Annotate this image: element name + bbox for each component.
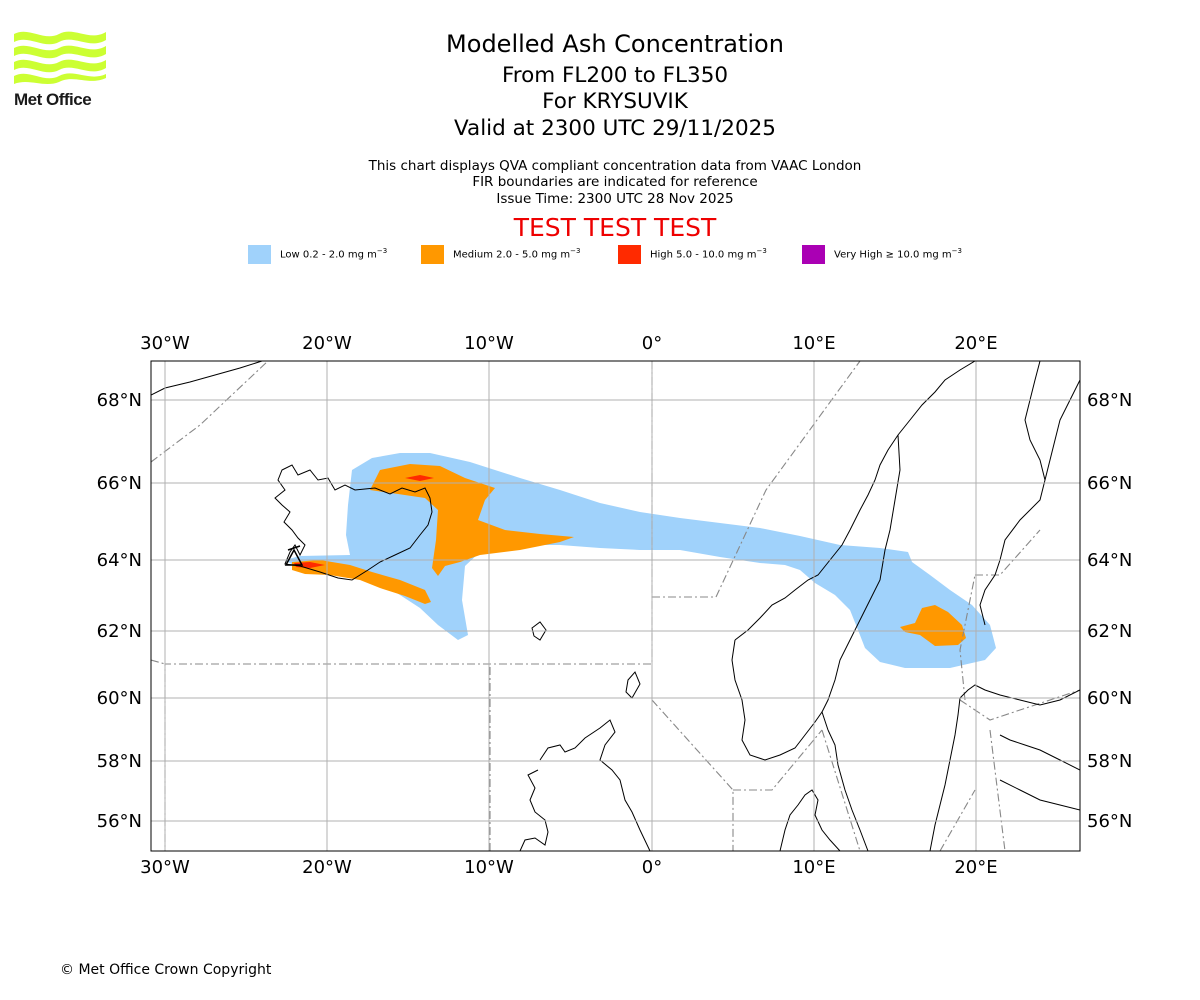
shetland-coast — [625, 671, 641, 699]
legend-swatch-medium — [421, 244, 444, 264]
ash-medium-area-sweden — [900, 605, 966, 646]
lon-labels-top: 30°W 20°W 10°W 0° 10°E 20°E — [140, 333, 997, 354]
lon-label-bottom: 30°W — [140, 857, 190, 878]
legend-exp-high: −3 — [756, 247, 767, 256]
lat-label-right: 66°N — [1087, 473, 1132, 494]
lon-label-top: 20°W — [302, 333, 352, 354]
legend: Low 0.2 - 2.0 mg m−3 Medium 2.0 - 5.0 mg… — [0, 244, 1200, 264]
scotland-coast — [519, 719, 651, 851]
graticule — [151, 361, 1080, 851]
lat-label-left: 66°N — [97, 473, 142, 494]
logo-text: Met Office — [14, 90, 92, 109]
valid-time: Valid at 2300 UTC 29/11/2025 — [453, 116, 776, 141]
legend-exp-medium: −3 — [570, 247, 581, 256]
lat-labels-right: 68°N 66°N 64°N 62°N 60°N 58°N 56°N — [1087, 390, 1132, 832]
volcano-name: For KRYSUVIK — [542, 89, 688, 114]
sweden-finland-border — [1024, 361, 1046, 481]
copyright: © Met Office Crown Copyright — [60, 962, 272, 978]
legend-item-low: Low 0.2 - 2.0 mg m−3 — [248, 244, 387, 264]
fir-note: FIR boundaries are indicated for referen… — [472, 174, 758, 190]
legend-swatch-high — [618, 244, 641, 264]
coastlines — [151, 361, 1080, 851]
lon-label-bottom: 20°E — [954, 857, 997, 878]
denmark-coast — [779, 789, 841, 851]
issue-time: Issue Time: 2300 UTC 28 Nov 2025 — [496, 191, 734, 207]
norway-sweden-border — [821, 434, 901, 713]
legend-item-medium: Medium 2.0 - 5.0 mg m−3 — [421, 244, 580, 264]
lon-label-top: 0° — [642, 333, 662, 354]
lon-label-top: 10°E — [792, 333, 835, 354]
lat-label-right: 60°N — [1087, 688, 1132, 709]
legend-label-low: Low 0.2 - 2.0 mg m — [280, 249, 377, 261]
faroe-coast — [531, 621, 547, 641]
baltic-coast — [999, 734, 1080, 811]
legend-item-very-high: Very High ≥ 10.0 mg m−3 — [802, 244, 962, 264]
legend-label-medium: Medium 2.0 - 5.0 mg m — [453, 249, 571, 261]
lat-label-left: 68°N — [97, 390, 142, 411]
met-office-wave-icon — [14, 31, 106, 84]
lon-label-bottom: 10°E — [792, 857, 835, 878]
lon-label-bottom: 0° — [642, 857, 662, 878]
chart-title: Modelled Ash Concentration — [446, 30, 784, 58]
lon-label-bottom: 10°W — [464, 857, 514, 878]
ash-medium-area-iceland — [370, 464, 574, 576]
lat-label-left: 58°N — [97, 751, 142, 772]
flight-levels: From FL200 to FL350 — [501, 63, 729, 88]
lat-label-right: 56°N — [1087, 811, 1132, 832]
test-banner: TEST TEST TEST — [513, 213, 717, 242]
lat-label-right: 64°N — [1087, 550, 1132, 571]
lon-label-top: 30°W — [140, 333, 190, 354]
legend-exp-very-high: −3 — [951, 247, 962, 256]
lon-label-bottom: 20°W — [302, 857, 352, 878]
map-frame — [150, 360, 1081, 852]
lat-label-left: 56°N — [97, 811, 142, 832]
lon-label-top: 10°W — [464, 333, 514, 354]
greenland-coast — [151, 361, 263, 396]
legend-swatch-very-high — [802, 244, 825, 264]
finland-coast — [979, 361, 1080, 626]
legend-exp-low: −3 — [376, 247, 388, 256]
legend-swatch-low — [248, 244, 271, 264]
lat-label-left: 62°N — [97, 621, 142, 642]
ash-high-area-1 — [405, 475, 434, 481]
legend-item-high: High 5.0 - 10.0 mg m−3 — [618, 244, 767, 264]
volcano-marker-icon — [284, 545, 304, 566]
iceland-coast — [274, 464, 433, 581]
sweden-coast — [827, 684, 1080, 851]
lat-label-left: 64°N — [97, 550, 142, 571]
lon-label-top: 20°E — [954, 333, 997, 354]
lat-label-right: 58°N — [1087, 751, 1132, 772]
met-office-logo: Met Office — [14, 28, 114, 112]
lat-label-right: 68°N — [1087, 390, 1132, 411]
legend-label-very-high: Very High ≥ 10.0 mg m — [834, 249, 952, 261]
lat-labels-left: 68°N 66°N 64°N 62°N 60°N 58°N 56°N — [97, 390, 142, 832]
lat-label-right: 62°N — [1087, 621, 1132, 642]
lat-label-left: 60°N — [97, 688, 142, 709]
qva-note: This chart displays QVA compliant concen… — [368, 158, 862, 174]
norway-coast — [731, 361, 976, 761]
legend-label-high: High 5.0 - 10.0 mg m — [650, 249, 757, 261]
lon-labels-bottom: 30°W 20°W 10°W 0° 10°E 20°E — [140, 857, 997, 878]
